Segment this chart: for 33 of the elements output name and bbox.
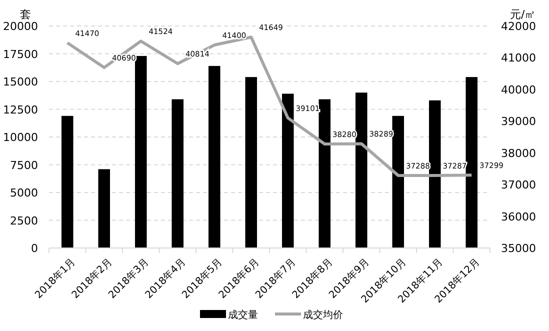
y-tick-label: 2500 <box>10 214 38 228</box>
y-tick-label: 7500 <box>10 158 38 172</box>
y-tick-label: 17500 <box>3 48 38 61</box>
bar <box>134 56 147 248</box>
bar <box>428 100 441 248</box>
bar <box>172 99 184 248</box>
y2-tick-label: 42000 <box>501 20 536 33</box>
y-tick-label: 15000 <box>3 76 38 88</box>
bar <box>208 66 220 248</box>
legend-label: 成交量 <box>228 309 258 321</box>
y2-tick-label: 39000 <box>501 115 536 128</box>
y2-tick-label: 36000 <box>501 210 536 224</box>
y-tick-label: 5000 <box>10 186 38 200</box>
y2-tick-label: 38000 <box>501 146 536 160</box>
y-tick-label: 12500 <box>3 103 38 116</box>
y2-tick-label: 40000 <box>501 83 536 96</box>
bar <box>245 77 258 248</box>
legend-label: 成交均价 <box>303 309 343 321</box>
bar <box>466 77 478 248</box>
y2-axis-title: 元/㎡ <box>510 8 536 21</box>
bar <box>61 116 74 248</box>
y2-tick-label: 41000 <box>501 52 536 65</box>
y2-tick-label: 35000 <box>501 242 536 255</box>
bar <box>318 99 331 248</box>
bar <box>282 94 294 248</box>
y2-tick-label: 37000 <box>501 178 536 192</box>
y-tick-label: 0 <box>31 242 38 255</box>
y-tick-label: 20000 <box>3 20 38 33</box>
bar <box>98 169 110 248</box>
y-axis-title: 套 <box>20 8 31 21</box>
bar <box>392 116 404 248</box>
bar <box>355 92 368 248</box>
y-tick-label: 10000 <box>3 131 38 144</box>
